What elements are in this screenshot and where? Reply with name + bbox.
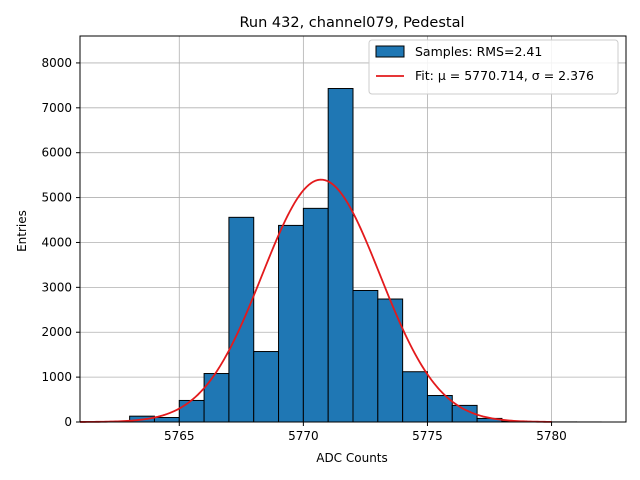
x-axis-ticks: 5765 5770 5775 5780 — [164, 422, 567, 443]
y-tick-label: 7000 — [41, 101, 72, 115]
histogram-bar — [178, 399, 205, 423]
histogram-bar — [327, 88, 354, 423]
histogram-bar — [203, 373, 230, 423]
y-axis-ticks: 0 1000 2000 3000 4000 5000 6000 7000 8000 — [41, 56, 80, 429]
histogram-bar — [377, 298, 404, 423]
y-tick-label: 1000 — [41, 370, 72, 384]
y-tick-label: 6000 — [41, 146, 72, 160]
histogram-bar — [253, 351, 280, 423]
x-axis-label: ADC Counts — [316, 451, 388, 465]
histogram-bar — [228, 216, 255, 423]
y-tick-label: 8000 — [41, 56, 72, 70]
histogram-bar — [278, 224, 304, 423]
histogram-bar — [302, 207, 329, 423]
histogram-bar — [352, 289, 379, 423]
y-tick-label: 0 — [64, 415, 72, 429]
x-tick-label: 5765 — [164, 429, 195, 443]
y-tick-label: 4000 — [41, 235, 72, 249]
legend: Samples: RMS=2.41 Fit: μ = 5770.714, σ =… — [368, 39, 619, 95]
fit-curve-group — [79, 178, 552, 423]
y-tick-label: 3000 — [41, 280, 72, 294]
y-axis-label: Entries — [15, 210, 29, 252]
y-tick-label: 5000 — [41, 191, 72, 205]
fit-curve — [79, 178, 552, 423]
x-tick-label: 5775 — [412, 429, 443, 443]
x-tick-label: 5770 — [288, 429, 319, 443]
legend-histogram-label: Samples: RMS=2.41 — [415, 44, 542, 59]
histogram-bar — [153, 417, 180, 423]
y-tick-label: 2000 — [41, 325, 72, 339]
x-tick-label: 5780 — [536, 429, 567, 443]
axes-frame — [79, 35, 627, 423]
histogram-bar — [402, 371, 428, 423]
legend-fit-label: Fit: μ = 5770.714, σ = 2.376 — [415, 68, 594, 83]
histogram-bars — [129, 88, 602, 423]
legend-box — [368, 39, 619, 95]
chart-title: Run 432, channel079, Pedestal — [239, 15, 464, 31]
legend-histogram-swatch — [375, 45, 405, 58]
